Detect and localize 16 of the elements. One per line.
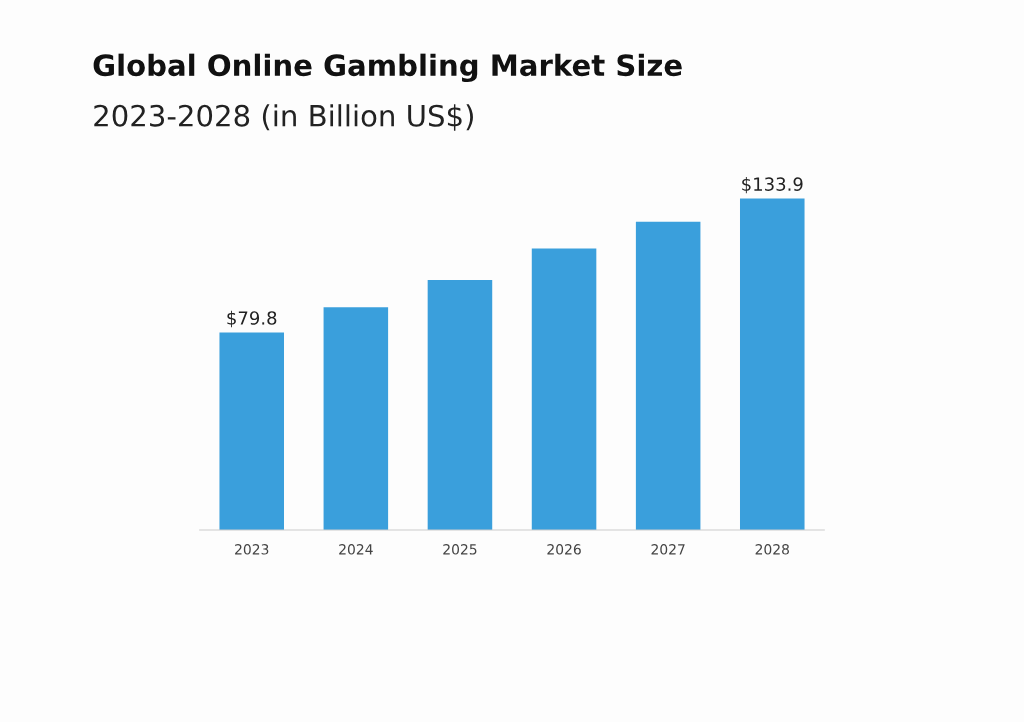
x-tick-label: 2028 [755, 544, 789, 555]
bar [531, 248, 597, 530]
bar [427, 280, 493, 530]
data-label: $133.9 [742, 176, 803, 194]
bar [219, 332, 285, 530]
x-tick-label: 2023 [235, 544, 269, 555]
data-label: $79.8 [227, 310, 277, 328]
x-tick-label: 2024 [339, 544, 373, 555]
bar [739, 198, 805, 530]
x-tick-label: 2025 [443, 544, 477, 555]
bar [635, 221, 701, 530]
chart-subtitle: 2023-2028 (in Billion US$) [94, 104, 473, 131]
x-tick-label: 2026 [547, 544, 581, 555]
chart-title: Global Online Gambling Market Size [93, 53, 682, 83]
x-tick-label: 2027 [651, 544, 685, 555]
bar [323, 307, 389, 530]
